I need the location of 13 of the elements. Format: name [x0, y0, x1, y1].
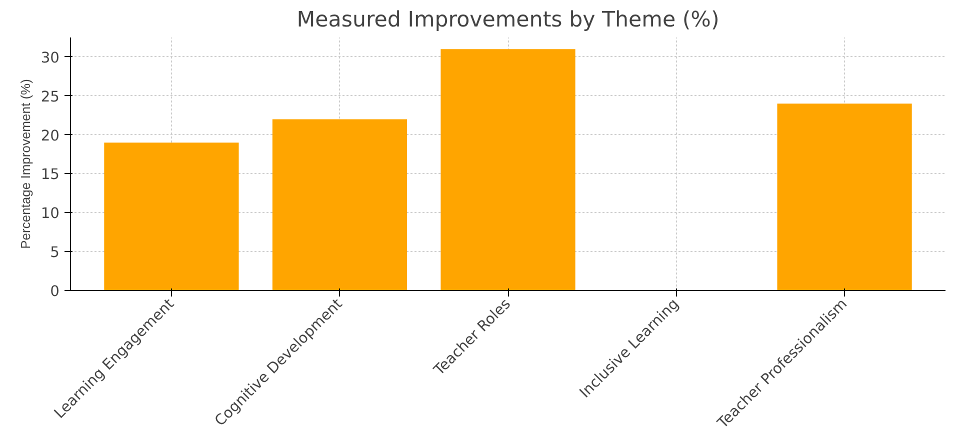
bar [272, 119, 408, 290]
bar [777, 104, 912, 290]
y-tick-label: 25 [40, 88, 60, 106]
y-tick-label: 20 [40, 127, 60, 144]
y-tick-label: 15 [40, 166, 60, 184]
bar [440, 49, 576, 290]
y-tick-label: 10 [40, 205, 60, 222]
y-tick-label: 30 [40, 49, 60, 66]
bar [104, 142, 239, 290]
chart-title: Measured Improvements by Theme (%) [296, 8, 720, 32]
y-tick-label: 0 [50, 283, 60, 300]
y-tick-label: 5 [50, 244, 60, 262]
y-axis-title: Percentage Improvement (%) [18, 79, 33, 249]
